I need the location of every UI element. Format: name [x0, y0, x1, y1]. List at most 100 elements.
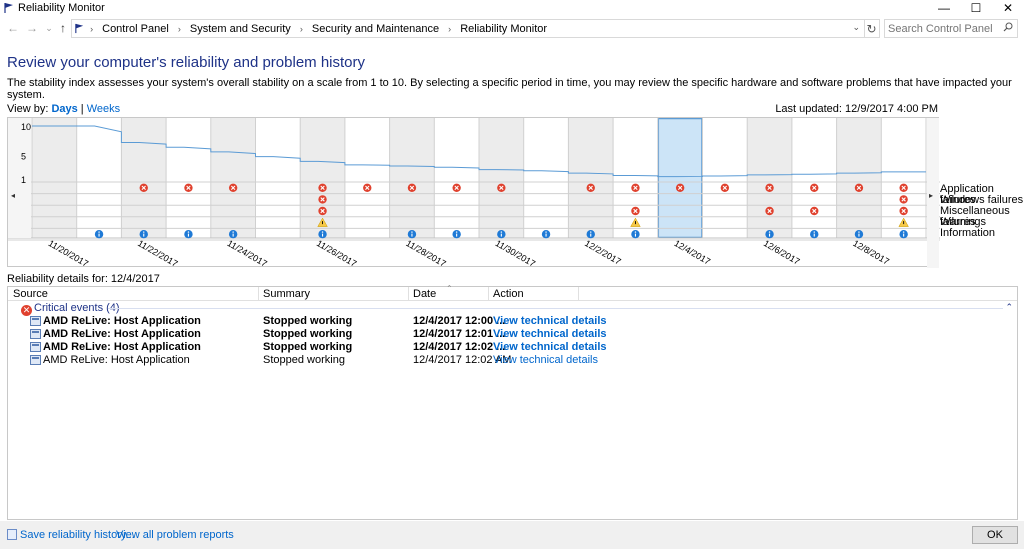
application-icon: [30, 316, 41, 326]
date-label: 11/20/2017: [47, 238, 90, 268]
view-technical-details-link[interactable]: View technical details: [493, 354, 598, 366]
column-action[interactable]: Action: [493, 288, 524, 300]
address-dropdown[interactable]: ⌄: [852, 22, 860, 32]
breadcrumb-separator: ›: [177, 24, 181, 34]
table-row[interactable]: AMD ReLive: Host Application Stopped wor…: [8, 328, 1017, 341]
critical-error-icon: ✕: [21, 305, 32, 316]
control-panel-flag-icon: [75, 23, 84, 34]
breadcrumb: › Control Panel › System and Security › …: [74, 23, 553, 35]
column-date[interactable]: Date: [413, 288, 437, 300]
date-label: 11/30/2017: [494, 238, 537, 268]
group-divider: [108, 308, 1003, 309]
critical-events-group[interactable]: ✕ Critical events (4): [21, 302, 120, 316]
day-column: [344, 118, 390, 238]
page-description: The stability index assesses your system…: [7, 77, 1012, 101]
search-box: [884, 19, 1018, 38]
up-button[interactable]: ↑: [60, 21, 66, 35]
last-updated: Last updated: 12/9/2017 4:00 PM: [775, 103, 938, 115]
breadcrumb-system-and-security[interactable]: System and Security: [189, 23, 291, 35]
view-all-reports-link[interactable]: View all problem reports: [116, 529, 234, 541]
error-x-mark: [901, 185, 906, 190]
view-technical-details-link[interactable]: View technical details: [493, 315, 607, 327]
row-date: 12/4/2017 12:01 ...: [413, 328, 506, 340]
day-column: [836, 118, 882, 238]
day-column: [121, 118, 167, 238]
info-dot: [768, 231, 771, 233]
close-button[interactable]: ✕: [1002, 1, 1014, 15]
info-dot: [813, 231, 815, 233]
day-column: [523, 118, 569, 238]
scroll-right-arrow[interactable]: ▸: [929, 191, 933, 200]
legend-miscellaneous-failures: Miscellaneous failures: [940, 205, 1010, 228]
error-x-mark: [856, 185, 862, 190]
column-source[interactable]: Source: [13, 288, 48, 300]
address-box[interactable]: › Control Panel › System and Security › …: [71, 19, 865, 38]
critical-events-label: Critical events (4): [34, 302, 120, 314]
forward-button[interactable]: →: [26, 21, 38, 35]
date-label: 12/2/2017: [583, 238, 623, 267]
info-dot: [858, 231, 860, 233]
error-x-mark: [186, 185, 191, 190]
error-x-mark: [722, 185, 728, 190]
error-x-mark: [365, 185, 370, 190]
back-button[interactable]: ←: [7, 21, 19, 35]
search-input[interactable]: [885, 20, 999, 37]
row-summary: Stopped working: [263, 354, 345, 366]
stability-index-line: [32, 125, 926, 178]
breadcrumb-control-panel[interactable]: Control Panel: [102, 23, 169, 35]
table-row[interactable]: AMD ReLive: Host Application Stopped wor…: [8, 315, 1017, 328]
row-date: 12/4/2017 12:02 AM: [413, 354, 512, 366]
reliability-chart[interactable]: ◂ ▸ 10 5 1 11/20/2017 11/22/2017 11/24/2017 11/2…: [7, 117, 940, 268]
search-icon[interactable]: [1003, 22, 1013, 32]
error-x-mark: [588, 185, 593, 190]
table-row[interactable]: AMD ReLive: Host Application Stopped wor…: [8, 354, 1017, 367]
breadcrumb-reliability-monitor[interactable]: Reliability Monitor: [460, 23, 548, 35]
application-icon: [30, 355, 41, 365]
ok-button[interactable]: OK: [972, 526, 1018, 544]
error-x-mark: [320, 197, 325, 202]
y-tick-label: 1: [21, 175, 26, 185]
info-dot: [321, 231, 324, 233]
info-dot: [902, 231, 905, 233]
day-column: [747, 118, 792, 238]
row-summary: Stopped working: [263, 328, 353, 340]
minimize-button[interactable]: —: [938, 1, 950, 15]
column-summary[interactable]: Summary: [263, 288, 311, 300]
row-source: AMD ReLive: Host Application: [43, 315, 201, 327]
error-x-mark: [499, 185, 504, 190]
error-x-mark: [633, 208, 638, 214]
date-label: 12/4/2017: [672, 238, 712, 267]
title-bar: Reliability Monitor — ☐ ✕: [0, 0, 1024, 16]
page-title: Review your computer's reliability and p…: [7, 54, 366, 71]
view-technical-details-link[interactable]: View technical details: [493, 328, 607, 340]
date-label: 11/26/2017: [315, 238, 358, 268]
scroll-left-arrow[interactable]: ◂: [11, 191, 15, 200]
day-column: [166, 118, 211, 238]
info-dot: [98, 231, 100, 233]
view-technical-details-link[interactable]: View technical details: [493, 341, 607, 353]
row-date: 12/4/2017 12:02 ...: [413, 341, 506, 353]
view-weeks-link[interactable]: Weeks: [86, 103, 121, 115]
info-dot: [143, 231, 145, 233]
error-x-mark: [454, 185, 459, 190]
error-x-mark: [230, 185, 236, 190]
day-column: [76, 118, 122, 238]
table-row[interactable]: AMD ReLive: Host Application Stopped wor…: [8, 341, 1017, 354]
row-summary: Stopped working: [263, 341, 353, 353]
row-date: 12/4/2017 12:00 ...: [413, 315, 506, 327]
refresh-button[interactable]: ↻: [864, 19, 880, 38]
day-column: [389, 118, 435, 238]
chart-legend: Application failures Windows failures Mi…: [940, 184, 1024, 239]
view-days-link[interactable]: Days: [51, 103, 78, 115]
reliability-chart-svg: ◂ ▸ 10 5 1 11/20/2017 11/22/2017 11/24/2017 11/2…: [8, 118, 940, 268]
breadcrumb-security-and-maintenance[interactable]: Security and Maintenance: [311, 23, 440, 35]
collapse-group-button[interactable]: ⌃: [1005, 302, 1013, 312]
application-icon: [30, 342, 41, 352]
info-dot: [545, 231, 547, 233]
save-history-link[interactable]: Save reliability history...: [20, 529, 135, 541]
breadcrumb-separator: ›: [90, 24, 94, 34]
breadcrumb-separator: ›: [448, 24, 452, 34]
maximize-button[interactable]: ☐: [970, 1, 982, 15]
error-x-mark: [677, 185, 683, 190]
recent-locations-dropdown[interactable]: ⌄: [45, 23, 53, 33]
